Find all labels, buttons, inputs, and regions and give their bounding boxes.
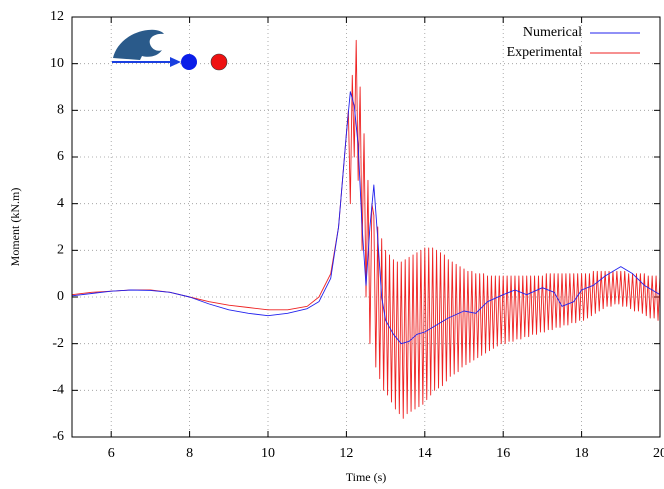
y-tick-label: 4	[57, 196, 64, 211]
y-tick-label: -6	[52, 429, 64, 444]
x-tick-label: 12	[339, 446, 353, 461]
x-tick-label: 10	[261, 446, 275, 461]
y-tick-label: 8	[57, 103, 64, 118]
plot-frame	[71, 16, 661, 438]
x-tick-label: 20	[653, 446, 664, 461]
y-tick-label: 0	[57, 289, 64, 304]
legend-label: Experimental	[507, 45, 583, 60]
wave-shape	[113, 29, 164, 60]
y-tick-label: 6	[57, 149, 64, 164]
x-tick-label: 18	[575, 446, 589, 461]
x-tick-label: 8	[186, 446, 193, 461]
x-axis-label: Time (s)	[346, 470, 387, 484]
y-tick-label: -4	[52, 383, 64, 398]
y-axis-label: Moment (kN.m)	[8, 188, 22, 267]
y-tick-label: 12	[50, 9, 64, 24]
numerical-marker	[181, 54, 197, 70]
legend: Numerical Experimental	[507, 25, 640, 60]
plot-area	[71, 16, 661, 438]
x-tick-label: 6	[108, 446, 115, 461]
data-line	[71, 39, 661, 419]
experimental-marker	[210, 53, 228, 71]
y-tick-label: 10	[50, 56, 64, 71]
wave-icon	[112, 29, 228, 71]
y-tick-label: 2	[57, 243, 64, 258]
arrow-head	[170, 57, 181, 67]
legend-label: Numerical	[523, 25, 582, 40]
x-tick-label: 16	[496, 446, 510, 461]
x-tick-label: 14	[418, 446, 432, 461]
y-tick-label: -2	[52, 336, 64, 351]
data-line	[71, 91, 661, 345]
